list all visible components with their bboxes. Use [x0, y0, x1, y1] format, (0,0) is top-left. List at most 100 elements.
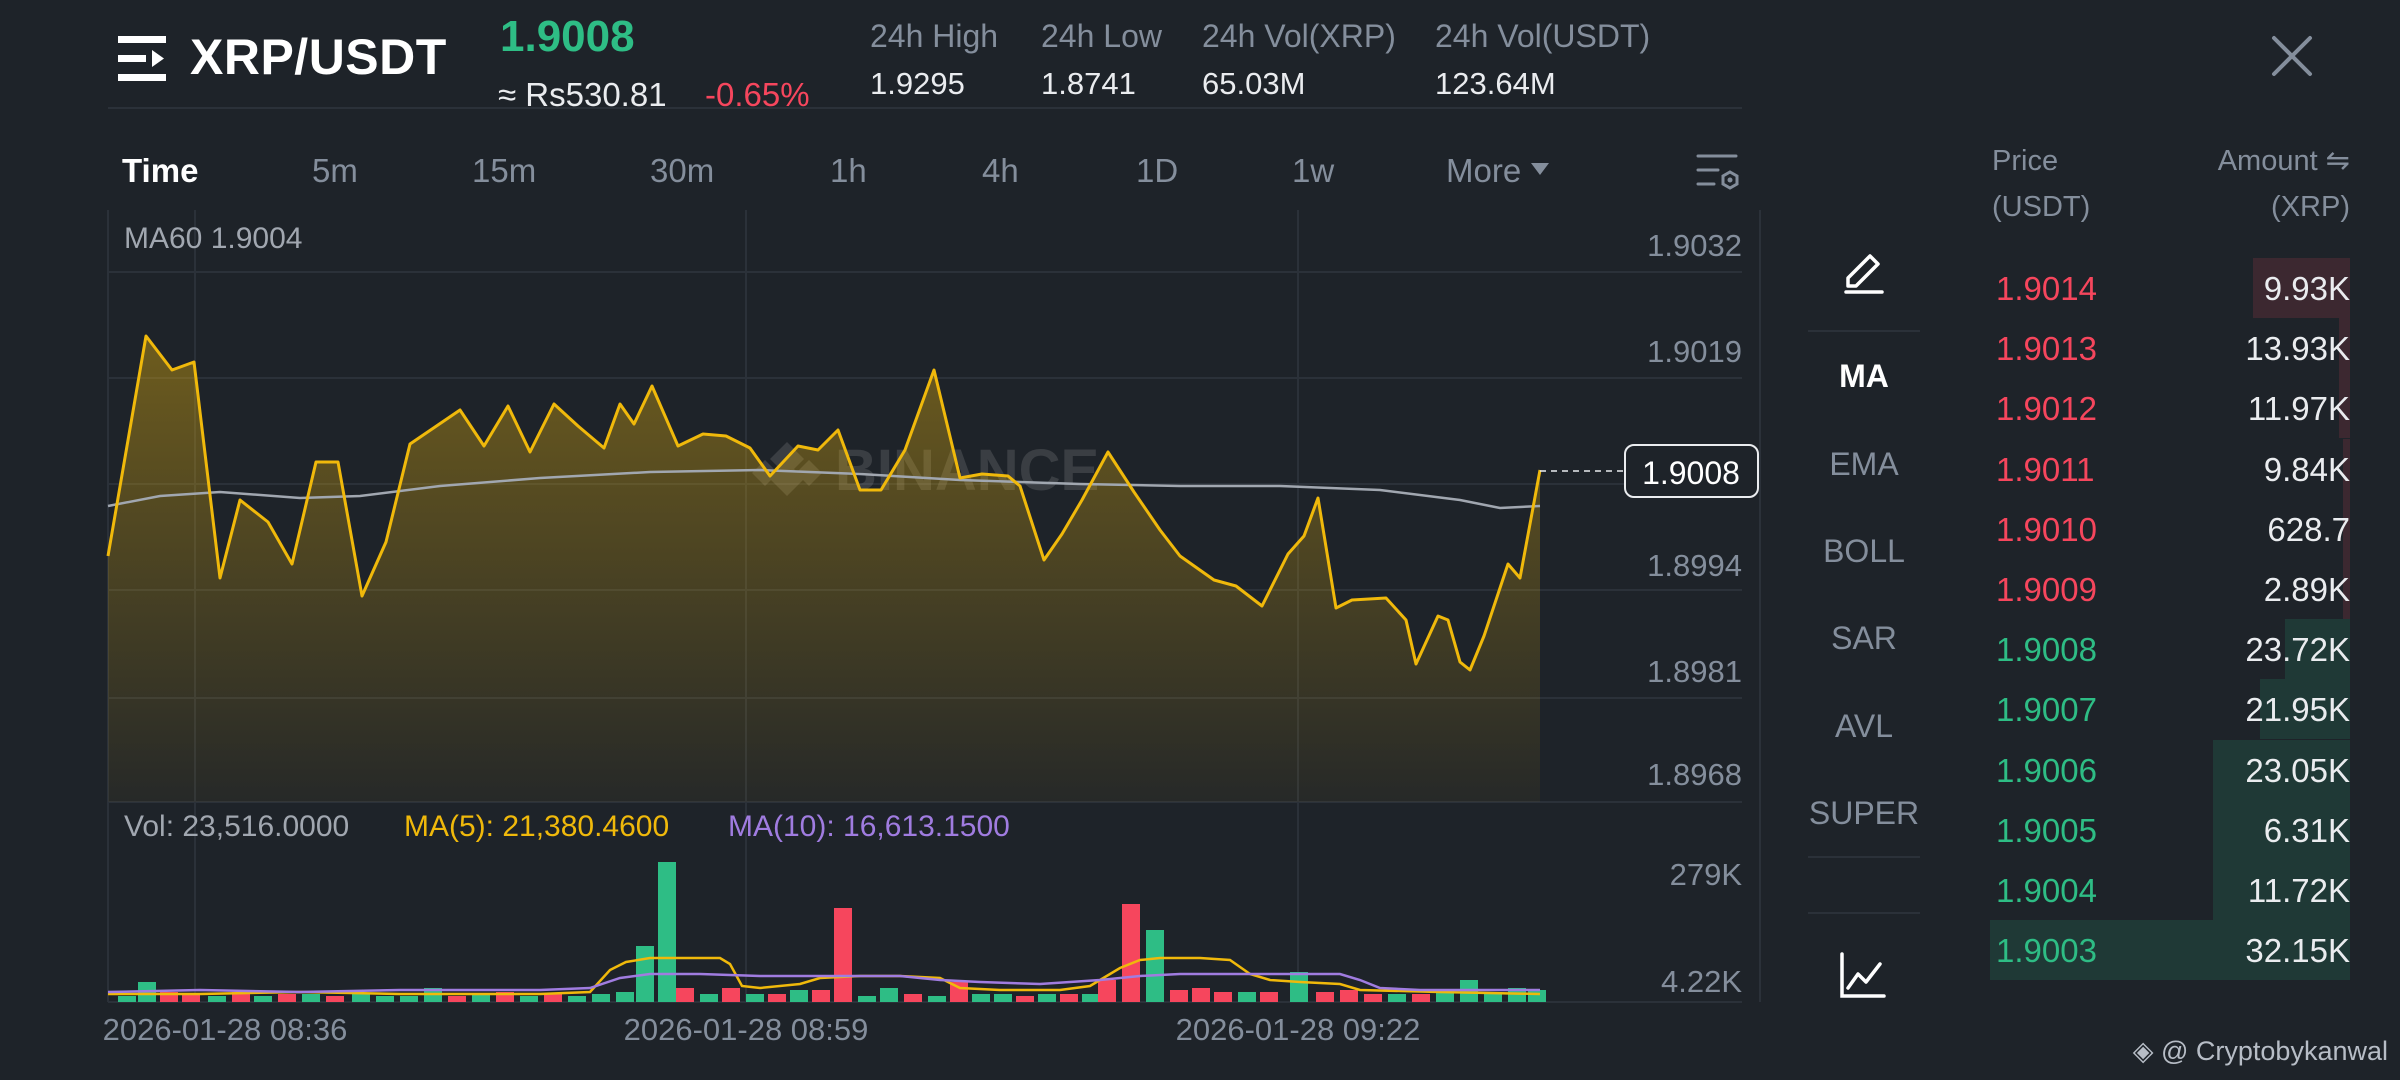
orderbook-amount-header[interactable]: Amount ⇋ (XRP): [2150, 138, 2350, 230]
depth-bar: [2339, 378, 2350, 439]
depth-bar: [2213, 799, 2350, 860]
tab-1w[interactable]: 1w: [1292, 152, 1335, 189]
orderbook-amount: 21.95K: [2245, 691, 2350, 729]
orderbook-ask-row[interactable]: 1.9011 9.84K: [1990, 438, 2350, 499]
volume-bar: [1016, 996, 1034, 1002]
volume-bar: [1364, 994, 1382, 1002]
orderbook-bid-row[interactable]: 1.9005 6.31K: [1990, 799, 2350, 860]
depth-bar: [2342, 559, 2350, 619]
tab-5m[interactable]: 5m: [312, 152, 358, 189]
indicator-avl[interactable]: AVL: [1834, 708, 1894, 744]
tab-4h[interactable]: 4h: [982, 152, 1019, 189]
orderbook-ask-row[interactable]: 1.9013 13.93K: [1990, 318, 2350, 379]
tab-15m[interactable]: 15m: [472, 152, 537, 189]
volume-bar: [376, 996, 394, 1002]
indicator-ema[interactable]: EMA: [1829, 446, 1899, 482]
draw-tool-icon[interactable]: [1838, 244, 1888, 294]
depth-bar: [2285, 619, 2350, 680]
volume-bar: [904, 994, 922, 1002]
orderbook-amount: 628.7: [2267, 510, 2350, 548]
orderbook-ask-row[interactable]: 1.9012 11.97K: [1990, 378, 2350, 439]
volume-bar: [568, 996, 586, 1002]
chart-settings-icon[interactable]: [1696, 150, 1742, 196]
depth-bar: [2260, 679, 2350, 740]
credit: ◈ @ Cryptobykanwal: [2133, 1036, 2388, 1067]
orderbook-price-header: Price (USDT): [1992, 138, 2090, 230]
pair-title[interactable]: XRP/USDT: [190, 29, 447, 85]
volume-bar: [994, 994, 1012, 1002]
orderbook-bid-row[interactable]: 1.9008 23.72K: [1990, 619, 2350, 680]
volume-bar: [858, 996, 876, 1002]
orderbook-price: 1.9008: [1996, 631, 2097, 669]
tab-30m[interactable]: 30m: [650, 152, 715, 189]
time-axis-label: 2026-01-28 08:59: [624, 1012, 869, 1047]
orderbook-ask-row[interactable]: 1.9014 9.93K: [1990, 258, 2350, 318]
volume-bar: [972, 994, 990, 1002]
volume-bar: [746, 994, 764, 1002]
volume-bar: [1192, 988, 1210, 1002]
volume-bar: [768, 994, 786, 1002]
volume-tick-label: 279K: [1670, 857, 1743, 892]
indicator-super[interactable]: SUPER: [1808, 795, 1920, 831]
orderbook-price: 1.9007: [1996, 691, 2097, 729]
stat-value-24h-vol-xrp: 65.03M: [1202, 66, 1306, 101]
tab-1d[interactable]: 1D: [1136, 152, 1179, 189]
volume-bar: [880, 988, 898, 1002]
tab-1h[interactable]: 1h: [830, 152, 867, 189]
volume-bar: [254, 996, 272, 1002]
orderbook-amount: 23.05K: [2245, 751, 2350, 789]
orderbook-bid-row[interactable]: 1.9004 11.72K: [1990, 860, 2350, 920]
orderbook-amount: 13.93K: [2245, 330, 2350, 368]
indicator-chart-icon[interactable]: [1838, 950, 1888, 1000]
indicator-ma[interactable]: MA: [1839, 358, 1889, 394]
indicator-divider: [1808, 330, 1920, 332]
orderbook-ask-row[interactable]: 1.9009 2.89K: [1990, 559, 2350, 619]
tab-time[interactable]: Time: [122, 152, 199, 189]
fiat-price: ≈ Rs530.81: [498, 76, 667, 113]
price-tick-label: 1.8968: [1647, 757, 1742, 792]
current-price-tag-box: [1624, 444, 1759, 498]
price-chart[interactable]: BINANCE 1.9008 1.90321.90191.89941.89811…: [0, 0, 1770, 1060]
volume-bar: [1340, 990, 1358, 1002]
volume-bar: [302, 994, 320, 1002]
volume-bar: [592, 994, 610, 1002]
volume-bar: [1290, 972, 1308, 1002]
orderbook-price-header-line1: Price: [1992, 145, 2059, 177]
time-axis: 2026-01-28 08:36 2026-01-28 08:59 2026-01-…: [103, 1012, 1421, 1047]
price-axis: 1.9032 1.9019 1.8994 1.8981 1.8968: [1647, 228, 1742, 792]
volume-ma10-label: MA(10): 16,613.1500: [728, 810, 1010, 843]
orderbook-bid-row[interactable]: 1.9003 32.15K: [1990, 920, 2350, 981]
time-axis-label: 2026-01-28 09:22: [1176, 1012, 1421, 1047]
volume-bar: [1214, 992, 1232, 1002]
depth-bar: [2342, 438, 2350, 499]
stat-label-24h-vol-usdt: 24h Vol(USDT): [1435, 18, 1651, 54]
ma60-label: MA60 1.9004: [124, 222, 303, 255]
tab-more[interactable]: More: [1446, 152, 1550, 190]
orderbook-price-header-line2: (USDT): [1992, 191, 2091, 223]
volume-bar: [676, 988, 694, 1002]
volume-bar: [1060, 994, 1078, 1002]
menu-icon[interactable]: [118, 36, 168, 82]
volume-bar: [722, 988, 740, 1002]
orderbook-bid-row[interactable]: 1.9007 21.95K: [1990, 679, 2350, 740]
orderbook-amount-header-line2: (XRP): [2271, 191, 2350, 223]
volume-bar: [1260, 992, 1278, 1002]
indicator-boll[interactable]: BOLL: [1823, 533, 1905, 569]
volume-bar: [232, 992, 250, 1002]
volume-bar: [616, 992, 634, 1002]
time-axis-label: 2026-01-28 08:36: [103, 1012, 348, 1047]
volume-bar: [352, 994, 370, 1002]
volume-bar: [1388, 994, 1406, 1002]
price-tick-label: 1.9032: [1647, 228, 1742, 263]
close-icon[interactable]: [2266, 30, 2318, 82]
orderbook-price: 1.9012: [1996, 390, 2097, 428]
volume-bar: [160, 992, 178, 1002]
indicator-sar[interactable]: SAR: [1831, 620, 1897, 656]
volume-ma10-line: [107, 972, 1540, 994]
volume-bar: [472, 994, 490, 1002]
orderbook-bid-row[interactable]: 1.9006 23.05K: [1990, 739, 2350, 800]
volume-bar: [208, 996, 226, 1002]
volume-bar: [1508, 988, 1526, 1002]
volume-bar: [790, 990, 808, 1002]
orderbook-ask-row[interactable]: 1.9010 628.7: [1990, 498, 2350, 559]
